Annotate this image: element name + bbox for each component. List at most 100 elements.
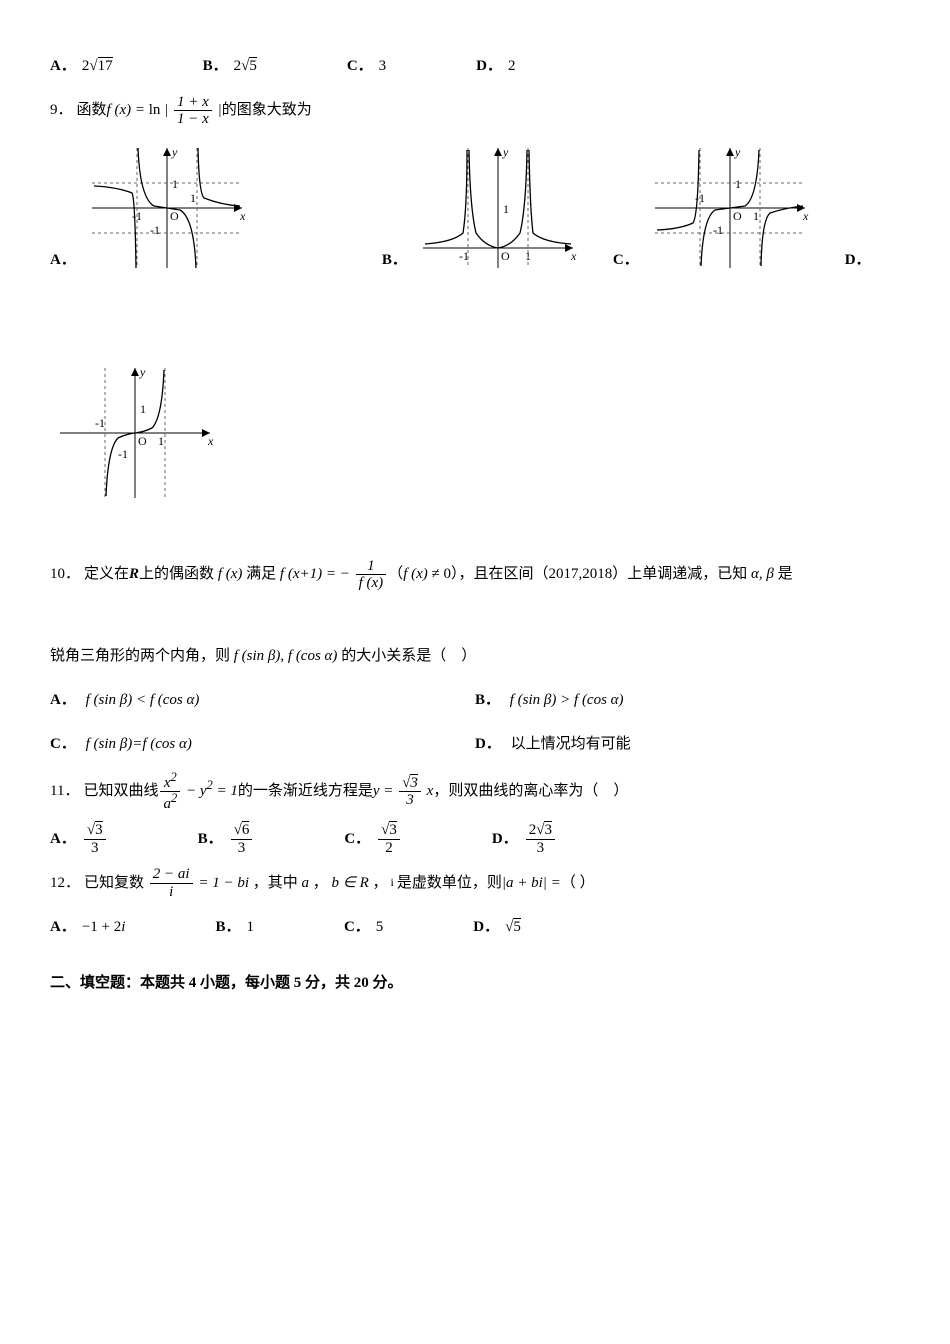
opt-label-c: C． <box>347 48 373 84</box>
q8-opt-a: A． 2√17 <box>50 48 113 84</box>
q9-stem-pre: 函数 <box>77 92 107 128</box>
q10-stem2: 锐角三角形的两个内角，则 f (sin β), f (cos α) 的大小关系是… <box>50 638 900 674</box>
q12-opt-d: D． √5 <box>473 909 521 945</box>
q10-opt-b: B． f (sin β) > f (cos α) <box>475 682 900 718</box>
q9-num: 9． <box>50 92 73 128</box>
q10-opt-a: A． f (sin β) < f (cos α) <box>50 682 475 718</box>
q10-opt-c-val: f (sin β)=f (cos α) <box>86 736 192 752</box>
opt-label-a: A． <box>50 48 76 84</box>
svg-text:1: 1 <box>190 191 196 205</box>
q11-label-b: B． <box>198 821 223 857</box>
q10-label-a: A． <box>50 692 76 708</box>
svg-text:1: 1 <box>735 177 741 191</box>
svg-text:-1: -1 <box>713 223 723 237</box>
q10-2a: 锐角三角形的两个内角，则 <box>50 638 230 674</box>
q10-opt-c: C． f (sin β)=f (cos α) <box>50 726 475 762</box>
q11-label-c: C． <box>344 821 370 857</box>
svg-text:y: y <box>502 145 509 159</box>
q9-stem-post: 的图象大致为 <box>222 92 312 128</box>
svg-text:1: 1 <box>503 202 509 216</box>
svg-text:y: y <box>171 145 178 159</box>
svg-text:x: x <box>207 434 214 448</box>
q12-e: ， <box>313 865 328 901</box>
q12-stem: 12． 已知复数 2 − aii = 1 − bi ，其中 a ， b ∈ R … <box>50 865 900 901</box>
svg-text:1: 1 <box>158 434 164 448</box>
q9-graph-d: y x O 1 -1 1 -1 <box>50 358 220 508</box>
svg-text:x: x <box>239 209 246 223</box>
q12-opt-a: A． −1 + 2i <box>50 909 125 945</box>
q10-a: 定义在 <box>84 556 129 592</box>
q9-graph-a: y x O 1 -1 1 -1 <box>82 138 252 278</box>
q9-graph-c-wrap: C． y x O 1 -1 1 -1 <box>613 138 815 278</box>
q11-a: 已知双曲线 <box>83 773 158 809</box>
q10-label-d: D． <box>475 736 501 752</box>
svg-text:-1: -1 <box>150 223 160 237</box>
q12-g: ， <box>373 865 388 901</box>
q11-b: x2a2 − y2 = 1 <box>158 770 237 813</box>
q12-h: i <box>388 868 397 897</box>
q10-2b: f (sin β), f (cos α) <box>230 638 341 674</box>
q10-opt-a-val: f (sin β) < f (cos α) <box>86 692 200 708</box>
q10-opt-d-val: 以上情况均有可能 <box>511 736 631 752</box>
q12-label-b: B． <box>215 909 240 945</box>
q12-label-c: C． <box>344 909 370 945</box>
q12-label-a: A． <box>50 909 76 945</box>
svg-text:x: x <box>570 249 577 263</box>
q11-stem: 11． 已知双曲线 x2a2 − y2 = 1 的一条渐近线方程是 y = √3… <box>50 770 900 813</box>
q12-opt-b: B． 1 <box>215 909 254 945</box>
q12-k: （ ） <box>561 865 595 901</box>
q10-d: f (x) <box>214 556 246 592</box>
q12-d: a <box>298 865 313 901</box>
q9-formula: f (x) = ln | 1 + x1 − x | <box>107 92 222 128</box>
q8-options: A． 2√17 B． 2√5 C． 3 D． 2 <box>50 48 900 84</box>
q10-g: α, β <box>747 556 777 592</box>
q10-f: （f (x) ≠ 0），且在区间（2017,2018）上单调递减，已知 <box>388 556 747 592</box>
q10-e: 满足 <box>246 556 276 592</box>
q12-f: b ∈ R <box>328 865 373 901</box>
svg-text:O: O <box>733 209 742 223</box>
q11-opt-a: A． √33 <box>50 821 108 857</box>
q9-graph-b-wrap: B． y x O 1 -1 1 <box>382 138 583 278</box>
q10-num: 10． <box>50 556 80 592</box>
q9-graphs: A． y x O 1 -1 1 -1 B． <box>50 138 900 278</box>
q9-label-d: D． <box>845 242 871 278</box>
q10-formula: f (x+1) = − 1f (x) <box>276 556 388 592</box>
q9-graph-c: y x O 1 -1 1 -1 <box>645 138 815 278</box>
svg-text:1: 1 <box>140 402 146 416</box>
q12-opt-d-val: √5 <box>505 909 521 945</box>
q12-i: 是虚数单位，则 <box>397 865 502 901</box>
q11-opt-c: C． √32 <box>344 821 402 857</box>
q11-e: ，则双曲线的离心率为（ ） <box>433 773 628 809</box>
q8-opt-b-val: 2√5 <box>234 48 257 84</box>
q10-stem: 10． 定义在 R 上的偶函数 f (x) 满足 f (x+1) = − 1f … <box>50 556 900 592</box>
q11-d: y = √33 x <box>373 773 433 809</box>
q8-opt-c: C． 3 <box>347 48 386 84</box>
q11-c: 的一条渐近线方程是 <box>238 773 373 809</box>
q12-opt-c-val: 5 <box>376 909 384 945</box>
q9-graph-d-row: y x O 1 -1 1 -1 <box>50 358 900 508</box>
q10-opt-b-val: f (sin β) > f (cos α) <box>510 692 624 708</box>
q10-b: R <box>129 556 139 592</box>
svg-text:-1: -1 <box>118 447 128 461</box>
q8-opt-b: B． 2√5 <box>203 48 257 84</box>
q9-graph-a-wrap: A． y x O 1 -1 1 -1 <box>50 138 252 278</box>
q12-opt-c: C． 5 <box>344 909 383 945</box>
q12-opt-b-val: 1 <box>246 909 254 945</box>
q11-opt-c-val: √32 <box>376 821 402 857</box>
opt-label-b: B． <box>203 48 228 84</box>
section2-title: 二、填空题：本题共 4 小题，每小题 5 分，共 20 分。 <box>50 965 900 1001</box>
q11-opt-d: D． 2√33 <box>492 821 557 857</box>
q10-opts-cd: C． f (sin β)=f (cos α) D． 以上情况均有可能 <box>50 726 900 762</box>
q12-num: 12． <box>50 865 80 901</box>
q11-label-d: D． <box>492 821 518 857</box>
svg-text:y: y <box>734 145 741 159</box>
q12-c: ，其中 <box>253 865 298 901</box>
q8-opt-d-val: 2 <box>508 48 516 84</box>
q11-opt-d-val: 2√33 <box>524 821 557 857</box>
q11-options: A． √33 B． √63 C． √32 D． 2√33 <box>50 821 900 857</box>
q9-label-a: A． <box>50 242 76 278</box>
q10-h: 是 <box>778 556 793 592</box>
q9-stem: 9． 函数 f (x) = ln | 1 + x1 − x | 的图象大致为 <box>50 92 900 128</box>
q12-b: 2 − aii = 1 − bi <box>144 865 253 901</box>
q11-num: 11． <box>50 773 79 809</box>
